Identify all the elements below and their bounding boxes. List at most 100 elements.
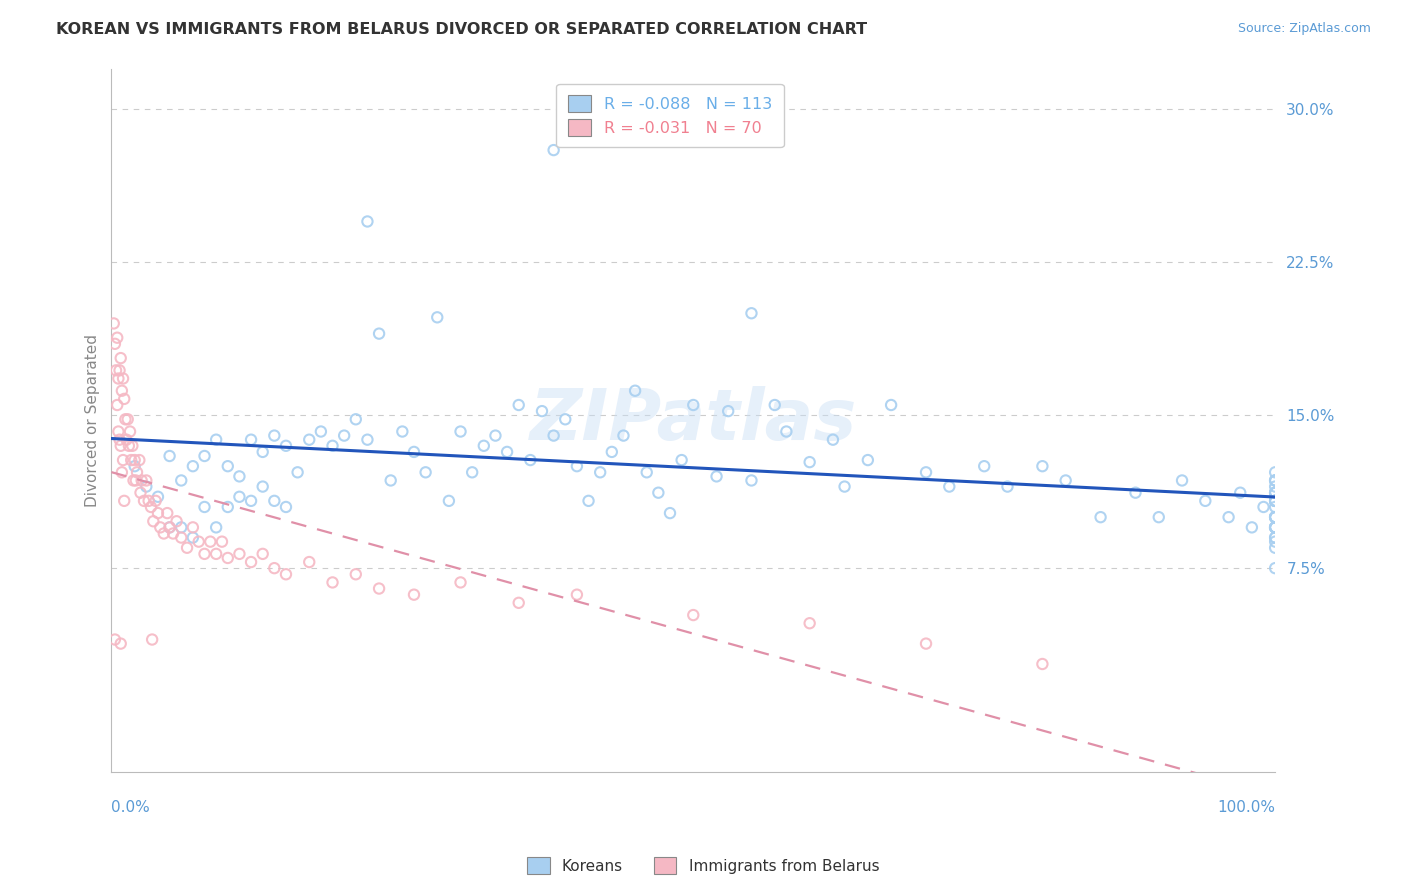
Point xyxy=(415,465,437,479)
Point xyxy=(240,555,263,569)
Point xyxy=(472,439,495,453)
Point xyxy=(108,363,131,377)
Point xyxy=(997,479,1019,493)
Point xyxy=(170,531,193,545)
Point xyxy=(135,474,157,488)
Point xyxy=(938,479,960,493)
Point xyxy=(240,433,263,447)
Point xyxy=(1264,500,1286,514)
Point xyxy=(450,575,472,590)
Point xyxy=(775,425,797,439)
Point xyxy=(1264,465,1286,479)
Point xyxy=(706,469,728,483)
Point xyxy=(1031,459,1053,474)
Point xyxy=(205,547,228,561)
Point xyxy=(1240,520,1263,534)
Point xyxy=(799,455,821,469)
Point xyxy=(682,608,704,623)
Point xyxy=(368,326,391,341)
Point xyxy=(1264,510,1286,524)
Point xyxy=(145,493,167,508)
Point xyxy=(287,465,309,479)
Point xyxy=(112,493,135,508)
Point xyxy=(217,500,239,514)
Point xyxy=(344,567,367,582)
Point xyxy=(1264,485,1286,500)
Point xyxy=(205,520,228,534)
Point xyxy=(554,412,576,426)
Point xyxy=(138,493,160,508)
Point xyxy=(368,582,391,596)
Point xyxy=(565,459,588,474)
Point xyxy=(132,493,155,508)
Point xyxy=(112,453,135,467)
Point xyxy=(973,459,995,474)
Point xyxy=(193,547,215,561)
Point xyxy=(450,425,472,439)
Point xyxy=(356,433,378,447)
Point xyxy=(139,500,162,514)
Point xyxy=(322,439,344,453)
Point xyxy=(128,453,150,467)
Point xyxy=(1264,493,1286,508)
Point xyxy=(624,384,647,398)
Point xyxy=(176,541,198,555)
Point xyxy=(391,425,413,439)
Point xyxy=(152,526,174,541)
Point xyxy=(156,506,179,520)
Point xyxy=(120,453,142,467)
Point xyxy=(519,453,541,467)
Point xyxy=(121,439,143,453)
Point xyxy=(122,474,145,488)
Point xyxy=(263,428,285,442)
Point xyxy=(1264,520,1286,534)
Point xyxy=(856,453,879,467)
Point xyxy=(1147,510,1170,524)
Point xyxy=(682,398,704,412)
Point xyxy=(461,465,484,479)
Point xyxy=(103,317,125,331)
Point xyxy=(125,474,148,488)
Point xyxy=(105,331,128,345)
Point xyxy=(1031,657,1053,671)
Point xyxy=(187,534,209,549)
Point xyxy=(252,479,274,493)
Text: Source: ZipAtlas.com: Source: ZipAtlas.com xyxy=(1237,22,1371,36)
Text: 100.0%: 100.0% xyxy=(1218,800,1275,815)
Point xyxy=(107,371,129,385)
Point xyxy=(1264,520,1286,534)
Point xyxy=(740,306,762,320)
Point xyxy=(1264,474,1286,488)
Point xyxy=(636,465,658,479)
Point xyxy=(915,637,938,651)
Point xyxy=(125,465,148,479)
Point xyxy=(141,632,163,647)
Point xyxy=(112,371,135,385)
Point xyxy=(612,428,634,442)
Point xyxy=(484,428,506,442)
Point xyxy=(659,506,682,520)
Point xyxy=(240,493,263,508)
Point xyxy=(149,520,172,534)
Point xyxy=(274,439,297,453)
Point xyxy=(1264,493,1286,508)
Point xyxy=(118,439,141,453)
Point xyxy=(402,588,425,602)
Text: KOREAN VS IMMIGRANTS FROM BELARUS DIVORCED OR SEPARATED CORRELATION CHART: KOREAN VS IMMIGRANTS FROM BELARUS DIVORC… xyxy=(56,22,868,37)
Point xyxy=(217,459,239,474)
Point xyxy=(1264,520,1286,534)
Point xyxy=(1264,485,1286,500)
Point xyxy=(1054,474,1077,488)
Point xyxy=(508,596,530,610)
Point xyxy=(880,398,903,412)
Point xyxy=(1253,500,1275,514)
Point xyxy=(309,425,332,439)
Point xyxy=(200,534,222,549)
Point xyxy=(1264,493,1286,508)
Point xyxy=(437,493,460,508)
Legend: R = -0.088   N = 113, R = -0.031   N = 70: R = -0.088 N = 113, R = -0.031 N = 70 xyxy=(557,84,783,147)
Point xyxy=(181,531,204,545)
Point xyxy=(131,474,153,488)
Point xyxy=(274,500,297,514)
Point xyxy=(565,588,588,602)
